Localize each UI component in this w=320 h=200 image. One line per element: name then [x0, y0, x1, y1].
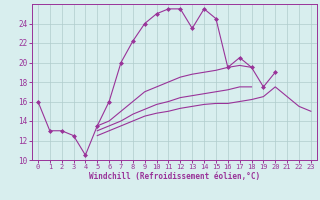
X-axis label: Windchill (Refroidissement éolien,°C): Windchill (Refroidissement éolien,°C) [89, 172, 260, 181]
